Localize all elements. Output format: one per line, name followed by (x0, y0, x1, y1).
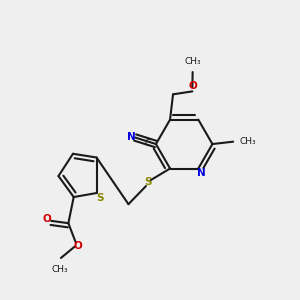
Text: CH₃: CH₃ (184, 56, 201, 65)
Text: S: S (144, 177, 152, 187)
Text: N: N (197, 168, 206, 178)
Text: O: O (42, 214, 51, 224)
Text: C: C (144, 139, 150, 148)
Text: N: N (127, 132, 135, 142)
Text: O: O (189, 81, 197, 91)
Text: CH₃: CH₃ (240, 137, 256, 146)
Text: S: S (96, 194, 103, 203)
Text: CH₃: CH₃ (51, 265, 68, 274)
Text: O: O (74, 241, 82, 251)
